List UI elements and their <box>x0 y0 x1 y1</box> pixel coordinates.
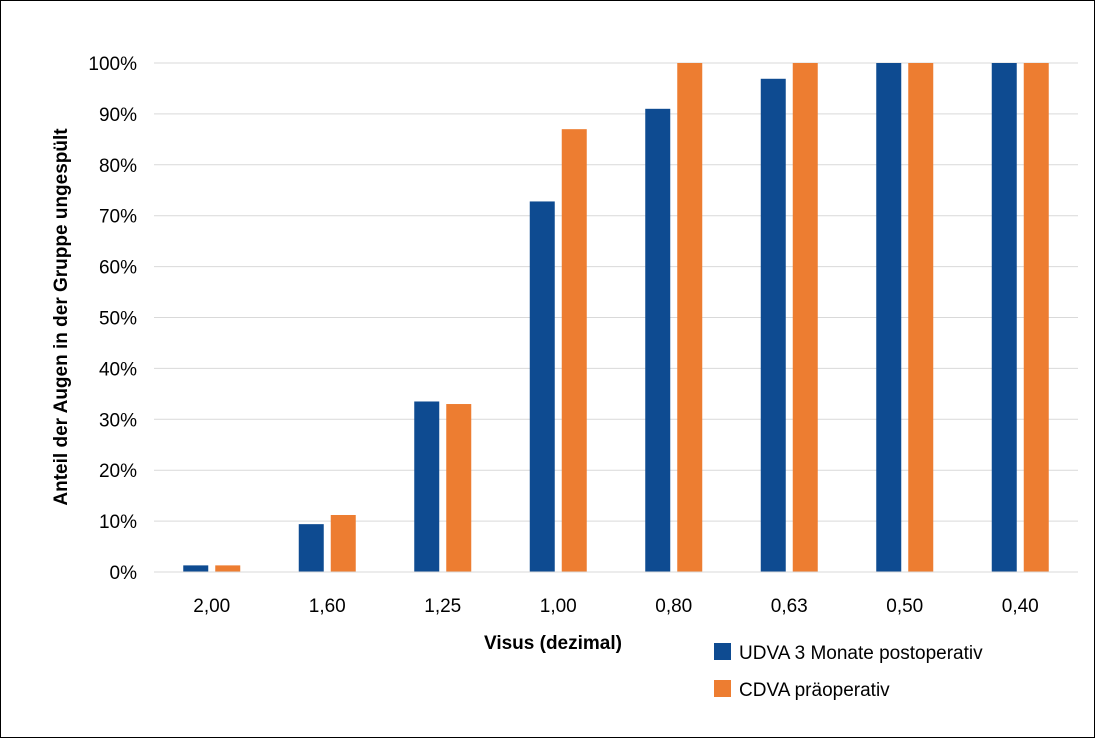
legend-label-udva: UDVA 3 Monate postoperativ <box>739 643 983 664</box>
y-tick-label: 70% <box>99 207 137 228</box>
bars <box>183 63 1049 573</box>
x-tick-label: 1,25 <box>424 596 461 617</box>
bar-cdva <box>1023 63 1049 572</box>
bar-udva <box>760 78 786 573</box>
y-tick-label: 90% <box>99 105 137 126</box>
bar-udva <box>414 401 440 572</box>
y-tick-label: 80% <box>99 156 137 177</box>
y-tick-label: 0% <box>110 563 138 584</box>
bar-cdva <box>677 63 703 572</box>
x-tick-label: 1,00 <box>540 596 577 617</box>
y-axis-title: Anteil der Augen in der Gruppe ungespült <box>51 128 72 506</box>
legend-swatch-cdva <box>714 680 731 697</box>
bar-cdva <box>446 404 472 572</box>
y-tick-label: 100% <box>88 54 137 75</box>
bar-cdva <box>792 63 818 572</box>
bar-udva <box>645 108 671 572</box>
x-axis-tick-labels: 2,00 1,60 1,25 1,00 0,80 0,63 0,50 0,40 <box>193 596 1038 617</box>
y-tick-label: 60% <box>99 258 137 279</box>
legend-swatch-udva <box>714 643 731 660</box>
x-axis-title: Visus (dezimal) <box>484 633 622 654</box>
x-tick-label: 1,60 <box>309 596 346 617</box>
x-tick-label: 0,63 <box>771 596 808 617</box>
bar-udva <box>183 565 209 572</box>
bar-cdva <box>561 129 587 573</box>
x-tick-label: 0,50 <box>886 596 923 617</box>
bar-udva <box>529 201 555 572</box>
x-tick-label: 0,80 <box>655 596 692 617</box>
bar-udva <box>876 63 902 572</box>
gridlines <box>154 62 1078 522</box>
y-tick-label: 40% <box>99 359 137 380</box>
y-tick-label: 50% <box>99 309 137 330</box>
x-tick-label: 2,00 <box>193 596 230 617</box>
y-tick-label: 30% <box>99 410 137 431</box>
bar-cdva <box>330 514 356 572</box>
legend-label-cdva: CDVA präoperativ <box>739 680 890 701</box>
y-axis-tick-labels: 0% 10% 20% 30% 40% 50% 60% 70% 80% 90% 100% <box>88 54 137 584</box>
bar-udva <box>991 63 1017 572</box>
y-tick-label: 20% <box>99 461 137 482</box>
legend: UDVA 3 Monate postoperativ CDVA präopera… <box>714 643 983 701</box>
bar-cdva <box>908 63 934 572</box>
x-tick-label: 0,40 <box>1002 596 1039 617</box>
bar-cdva <box>215 565 241 572</box>
bar-udva <box>298 524 324 572</box>
y-tick-label: 10% <box>99 512 137 533</box>
